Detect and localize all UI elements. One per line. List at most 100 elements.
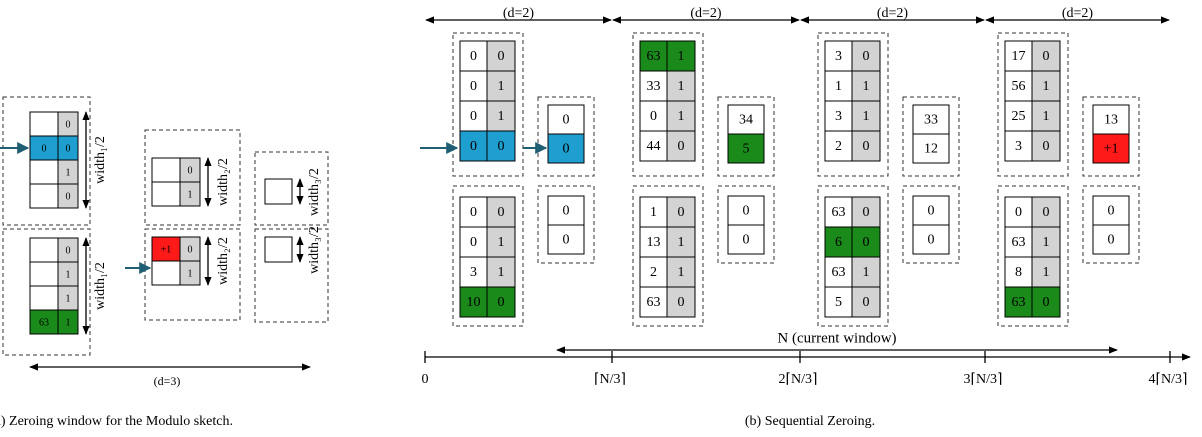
bit-cell bbox=[666, 100, 696, 132]
box-value: 0 bbox=[563, 113, 570, 128]
box-value: 33 bbox=[924, 113, 938, 128]
bit-cell bbox=[1031, 256, 1061, 288]
dashed-frame bbox=[717, 96, 775, 177]
cell-value: 0 bbox=[650, 109, 657, 124]
bit-cell bbox=[1031, 130, 1061, 162]
dashed-frame bbox=[144, 129, 241, 226]
box-cell bbox=[912, 133, 950, 164]
cell-bit: 0 bbox=[863, 49, 870, 64]
box-cell bbox=[547, 104, 585, 135]
bit-cell bbox=[851, 226, 881, 258]
value-cell bbox=[459, 286, 488, 318]
value-cell bbox=[459, 100, 488, 132]
value-cell bbox=[29, 111, 59, 137]
axis-tick-label: 4⌈N/3⌉ bbox=[1149, 372, 1188, 387]
dashed-frame bbox=[2, 96, 91, 226]
value-cell bbox=[1004, 256, 1033, 288]
cell-value: 63 bbox=[832, 205, 846, 220]
cell-value: 3 bbox=[835, 109, 842, 124]
axis-tick-label: 2⌈N/3⌉ bbox=[779, 372, 818, 387]
cell-bit: 0 bbox=[188, 244, 193, 255]
cell-value: 56 bbox=[1012, 79, 1026, 94]
value-cell bbox=[1004, 286, 1033, 318]
cell-value: 8 bbox=[1015, 265, 1022, 280]
bit-cell bbox=[57, 309, 79, 335]
value-cell bbox=[1004, 100, 1033, 132]
value-cell bbox=[459, 226, 488, 258]
caption: (a) Zeroing window for the Modulo sketch… bbox=[0, 414, 233, 429]
cell-bit: 1 bbox=[863, 79, 870, 94]
width-label: width₂/2 bbox=[216, 237, 231, 285]
dashed-frame bbox=[997, 32, 1069, 177]
cell-bit: 1 bbox=[498, 265, 505, 280]
cell-bit: 1 bbox=[678, 109, 685, 124]
box-value: 0 bbox=[743, 233, 750, 248]
cell-value: 0 bbox=[470, 109, 477, 124]
bit-cell bbox=[1031, 70, 1061, 102]
value-cell bbox=[639, 130, 668, 162]
value-cell bbox=[639, 286, 668, 318]
value-cell bbox=[29, 237, 59, 263]
width-label: width₃/2 bbox=[307, 226, 322, 274]
cell-value: 63 bbox=[1012, 295, 1026, 310]
cell-bit: 0 bbox=[863, 235, 870, 250]
cell-value: 63 bbox=[832, 265, 846, 280]
box-cell bbox=[727, 224, 765, 255]
cell-bit: 1 bbox=[678, 79, 685, 94]
box-cell bbox=[1092, 104, 1130, 135]
dashed-frame bbox=[537, 96, 595, 177]
cell-value: 1 bbox=[650, 205, 657, 220]
cell-bit: 1 bbox=[678, 265, 685, 280]
value-cell bbox=[151, 157, 181, 183]
cell-value: 6 bbox=[835, 235, 842, 250]
width-label: width₁/2 bbox=[93, 136, 108, 184]
bit-cell bbox=[57, 183, 79, 209]
dashed-frame bbox=[717, 185, 775, 264]
caption: (b) Sequential Zeroing. bbox=[745, 414, 875, 429]
bit-cell bbox=[851, 196, 881, 228]
box-value: 5 bbox=[743, 142, 750, 157]
cell-value: 33 bbox=[647, 79, 661, 94]
dashed-frame bbox=[452, 185, 524, 327]
value-cell bbox=[151, 181, 181, 207]
span-label: (d=2) bbox=[503, 6, 535, 21]
cell-bit: 1 bbox=[863, 109, 870, 124]
cell-bit: 1 bbox=[498, 79, 505, 94]
cell-bit: 0 bbox=[1043, 295, 1050, 310]
box-value: 0 bbox=[1108, 204, 1115, 219]
box-value: +1 bbox=[1104, 142, 1119, 157]
cell-bit: 1 bbox=[66, 167, 71, 178]
bit-cell bbox=[179, 260, 201, 286]
cell-value: 0 bbox=[1015, 205, 1022, 220]
cell-bit: 1 bbox=[498, 235, 505, 250]
bit-cell bbox=[851, 286, 881, 318]
value-cell bbox=[29, 183, 59, 209]
box-value: 0 bbox=[563, 204, 570, 219]
cell-bit: 1 bbox=[66, 317, 71, 328]
cell-bit: 1 bbox=[66, 269, 71, 280]
bit-cell bbox=[666, 196, 696, 228]
box-cell bbox=[1092, 133, 1130, 164]
box-value: 0 bbox=[563, 233, 570, 248]
bit-cell bbox=[486, 286, 516, 318]
bit-cell bbox=[851, 40, 881, 72]
box-cell bbox=[912, 195, 950, 226]
cell-bit: 0 bbox=[863, 295, 870, 310]
bit-cell bbox=[851, 100, 881, 132]
value-cell bbox=[29, 135, 59, 161]
cell-bit: 0 bbox=[1043, 205, 1050, 220]
cell-value: 17 bbox=[1012, 49, 1026, 64]
dashed-frame bbox=[1082, 185, 1140, 264]
dashed-frame bbox=[452, 32, 524, 177]
box-cell bbox=[912, 104, 950, 135]
dashed-frame bbox=[997, 185, 1069, 327]
cell-value: 63 bbox=[647, 295, 661, 310]
bit-cell bbox=[179, 181, 201, 207]
value-cell bbox=[151, 260, 181, 286]
bit-cell bbox=[486, 226, 516, 258]
cell-value: +1 bbox=[161, 244, 172, 255]
value-cell bbox=[264, 178, 293, 205]
box-cell bbox=[1092, 195, 1130, 226]
cell-bit: 0 bbox=[1043, 49, 1050, 64]
